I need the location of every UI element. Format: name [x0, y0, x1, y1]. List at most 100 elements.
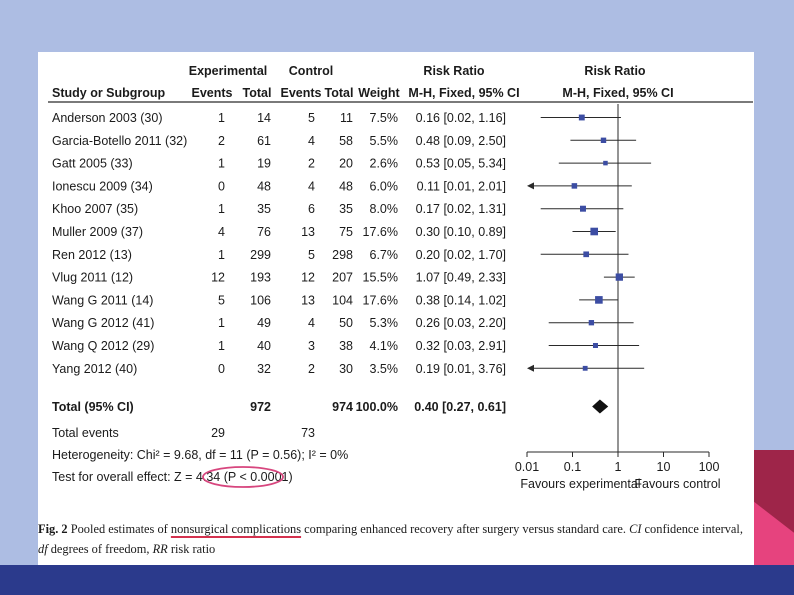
caption-text-5: risk ratio — [167, 542, 216, 556]
study-name: Vlug 2011 (12) — [52, 271, 133, 285]
ctl-events-cell: 6 — [308, 202, 315, 216]
header-risk-ratio-text: Risk Ratio — [423, 64, 484, 78]
forest-plot: Experimental Control Risk Ratio Risk Ratio S… — [48, 64, 753, 491]
exp-events-cell: 2 — [218, 134, 225, 148]
weight-cell: 6.0% — [370, 179, 399, 193]
ctl-total-cell: 58 — [339, 134, 353, 148]
ctl-total-cell: 48 — [339, 179, 353, 193]
total-events-exp: 29 — [211, 426, 225, 440]
figure-page: Experimental Control Risk Ratio Risk Ratio S… — [38, 52, 754, 565]
exp-events-cell: 1 — [218, 202, 225, 216]
header-study: Study or Subgroup — [52, 86, 166, 100]
ctl-events-cell: 4 — [308, 134, 315, 148]
caption-rr-abbr: RR — [152, 542, 168, 556]
favours-control-label: Favours control — [634, 477, 720, 491]
p-value-highlight-ellipse — [202, 466, 284, 488]
weight-cell: 4.1% — [370, 339, 399, 353]
ctl-total-cell: 104 — [332, 293, 353, 307]
total-exp: 972 — [250, 400, 271, 414]
point-estimate-square — [571, 183, 578, 189]
total-events-ctl: 73 — [301, 426, 315, 440]
ctl-events-cell: 12 — [301, 271, 315, 285]
study-name: Muller 2009 (37) — [52, 225, 143, 239]
point-estimate-square — [583, 251, 590, 258]
weight-cell: 17.6% — [363, 293, 398, 307]
ctl-total-cell: 50 — [339, 316, 353, 330]
exp-events-cell: 0 — [218, 362, 225, 376]
ci-text-cell: 0.48 [0.09, 2.50] — [416, 134, 506, 148]
x-axis-tick-label: 10 — [657, 460, 671, 474]
point-estimate-square — [615, 273, 623, 281]
x-axis-tick-label: 100 — [699, 460, 720, 474]
caption-underlined-term: nonsurgical complications — [170, 522, 302, 536]
ctl-events-cell: 2 — [308, 157, 315, 171]
ci-text-cell: 0.30 [0.10, 0.89] — [416, 225, 506, 239]
header-exp-total: Total — [243, 86, 272, 100]
point-estimate-square — [595, 296, 603, 304]
exp-events-cell: 0 — [218, 179, 225, 193]
weight-cell: 6.7% — [370, 248, 399, 262]
ctl-events-cell: 4 — [308, 316, 315, 330]
caption-text-1: Pooled estimates of — [70, 522, 171, 536]
weight-cell: 8.0% — [370, 202, 399, 216]
ci-text-cell: 0.19 [0.01, 3.76] — [416, 362, 506, 376]
ctl-total-cell: 298 — [332, 248, 353, 262]
exp-total-cell: 193 — [250, 271, 271, 285]
study-name: Wang G 2011 (14) — [52, 293, 153, 307]
total-weight: 100.0% — [356, 400, 398, 414]
weight-cell: 15.5% — [363, 271, 398, 285]
exp-events-cell: 1 — [218, 111, 225, 125]
point-estimate-square — [588, 320, 595, 326]
header-control: Control — [289, 64, 333, 78]
x-axis-tick-label: 1 — [615, 460, 622, 474]
weight-cell: 5.5% — [370, 134, 399, 148]
exp-total-cell: 19 — [257, 157, 271, 171]
study-name: Anderson 2003 (30) — [52, 111, 163, 125]
ci-text-cell: 1.07 [0.49, 2.33] — [416, 271, 506, 285]
exp-events-cell: 1 — [218, 316, 225, 330]
ctl-events-cell: 5 — [308, 248, 315, 262]
header-ctl-events: Events — [281, 86, 322, 100]
header-weight: Weight — [358, 86, 400, 100]
ci-arrow — [527, 364, 534, 372]
ci-text-cell: 0.11 [0.01, 2.01] — [417, 179, 506, 193]
exp-events-cell: 4 — [218, 225, 225, 239]
header-ctl-total: Total — [325, 86, 354, 100]
total-ctl: 974 — [332, 400, 353, 414]
study-name: Khoo 2007 (35) — [52, 202, 138, 216]
favours-experimental-label: Favours experimental — [520, 477, 640, 491]
ctl-total-cell: 75 — [339, 225, 353, 239]
figure-caption: Fig. 2 Pooled estimates of nonsurgical c… — [38, 519, 754, 559]
point-estimate-square — [582, 365, 588, 371]
weight-cell: 17.6% — [363, 225, 398, 239]
caption-df-abbr: df — [38, 542, 48, 556]
study-name: Yang 2012 (40) — [52, 362, 137, 376]
ctl-events-cell: 4 — [308, 179, 315, 193]
point-estimate-square — [600, 137, 607, 143]
ctl-events-cell: 2 — [308, 362, 315, 376]
header-method-text: M-H, Fixed, 95% CI — [408, 86, 519, 100]
total-events-label: Total events — [52, 426, 119, 440]
exp-total-cell: 299 — [250, 248, 271, 262]
x-axis-tick-label: 0.01 — [515, 460, 539, 474]
exp-total-cell: 14 — [257, 111, 271, 125]
caption-text-4: degrees of freedom, — [47, 542, 153, 556]
header-method-plot: M-H, Fixed, 95% CI — [562, 86, 673, 100]
ci-text-cell: 0.16 [0.02, 1.16] — [416, 111, 506, 125]
weight-cell: 3.5% — [370, 362, 399, 376]
ctl-total-cell: 207 — [332, 271, 353, 285]
study-name: Ren 2012 (13) — [52, 248, 132, 262]
exp-events-cell: 12 — [211, 271, 225, 285]
ctl-total-cell: 20 — [339, 157, 353, 171]
ci-text-cell: 0.17 [0.02, 1.31] — [416, 202, 506, 216]
x-axis-tick-label: 0.1 — [564, 460, 581, 474]
ctl-total-cell: 30 — [339, 362, 353, 376]
caption-ci-abbr: CI — [629, 522, 642, 536]
exp-events-cell: 1 — [218, 248, 225, 262]
exp-total-cell: 48 — [257, 179, 271, 193]
ctl-total-cell: 38 — [339, 339, 353, 353]
study-name: Gatt 2005 (33) — [52, 157, 133, 171]
study-name: Ionescu 2009 (34) — [52, 179, 153, 193]
header-risk-ratio-plot: Risk Ratio — [584, 64, 645, 78]
exp-total-cell: 76 — [257, 225, 271, 239]
